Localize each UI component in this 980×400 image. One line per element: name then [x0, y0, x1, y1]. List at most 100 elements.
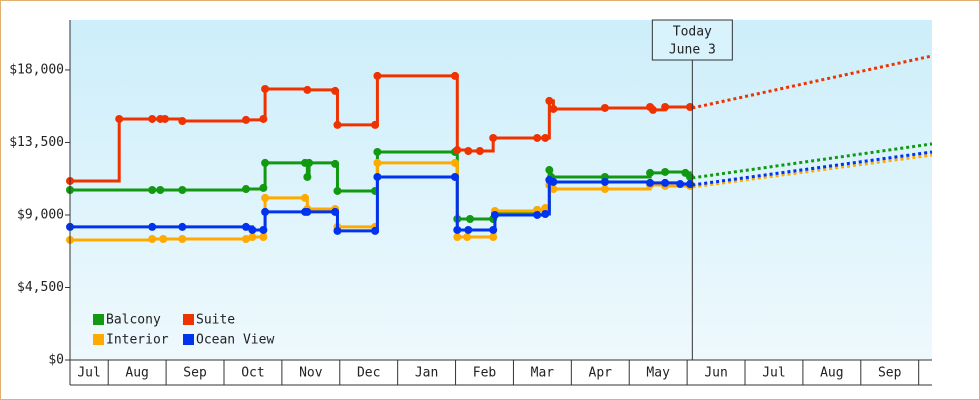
data-point — [373, 147, 382, 156]
data-point — [541, 204, 550, 213]
data-point — [490, 210, 499, 219]
data-point — [453, 225, 462, 234]
x-tick-label: Dec — [357, 366, 380, 381]
data-point — [661, 103, 670, 112]
data-point — [331, 207, 340, 216]
data-point — [450, 158, 459, 167]
x-tick-label: Jan — [415, 366, 438, 381]
data-point — [545, 96, 554, 105]
today-label: Today — [673, 25, 712, 40]
data-point — [301, 193, 310, 202]
data-point — [333, 120, 342, 129]
data-point — [259, 114, 268, 123]
data-point — [646, 178, 655, 187]
data-point — [648, 105, 657, 114]
data-point — [646, 168, 655, 177]
data-point — [178, 117, 187, 126]
data-point — [453, 233, 462, 242]
legend-label: Balcony — [106, 313, 161, 328]
data-point — [333, 186, 342, 195]
legend-swatch — [183, 334, 194, 345]
data-point — [466, 215, 475, 224]
data-point — [178, 234, 187, 243]
x-tick-label: Feb — [473, 366, 497, 381]
data-point — [475, 147, 484, 156]
data-point — [261, 207, 270, 216]
x-tick-label: Sep — [183, 366, 207, 381]
legend-label: Ocean View — [196, 333, 274, 348]
data-point — [549, 177, 558, 186]
data-point — [303, 207, 312, 216]
data-point — [115, 114, 124, 123]
data-point — [373, 172, 382, 181]
x-tick-label: Mar — [531, 366, 555, 381]
y-tick-label: $0 — [48, 353, 64, 368]
data-point — [241, 222, 250, 231]
data-point — [464, 225, 473, 234]
data-point — [489, 233, 498, 242]
data-point — [331, 159, 340, 168]
data-point — [248, 225, 257, 234]
data-point — [661, 178, 670, 187]
data-point — [676, 180, 685, 189]
projection-line — [692, 150, 933, 187]
x-tick-label: Sep — [878, 366, 902, 381]
data-point — [463, 233, 472, 242]
x-tick-label: Apr — [589, 366, 613, 381]
data-point — [305, 158, 314, 167]
legend-swatch — [93, 314, 104, 325]
data-point — [661, 167, 670, 176]
data-point — [159, 234, 168, 243]
projection-line — [692, 54, 933, 110]
x-tick-label: Nov — [299, 366, 323, 381]
data-point — [160, 114, 169, 123]
data-point — [241, 234, 250, 243]
data-point — [533, 210, 542, 219]
data-point — [600, 177, 609, 186]
data-point — [464, 147, 473, 156]
x-tick-label: Jul — [762, 366, 785, 381]
data-point — [261, 193, 270, 202]
data-point — [549, 104, 558, 113]
projection-line — [692, 142, 933, 180]
data-point — [533, 133, 542, 142]
data-point — [331, 86, 340, 95]
data-point — [450, 172, 459, 181]
data-point — [303, 85, 312, 94]
data-point — [373, 71, 382, 80]
data-point — [241, 115, 250, 124]
data-point — [489, 133, 498, 142]
y-tick-label: $13,500 — [9, 135, 64, 150]
data-point — [541, 133, 550, 142]
today-label: June 3 — [669, 43, 716, 58]
legend-swatch — [183, 314, 194, 325]
x-tick-label: Oct — [241, 366, 264, 381]
data-point — [303, 172, 312, 181]
y-tick-label: $4,500 — [17, 280, 64, 295]
data-point — [248, 233, 257, 242]
legend-label: Suite — [196, 313, 235, 328]
data-point — [261, 84, 270, 93]
data-point — [545, 166, 554, 175]
y-tick-label: $9,000 — [17, 207, 64, 222]
data-point — [261, 158, 270, 167]
y-tick-label: $18,000 — [9, 62, 64, 77]
data-point — [178, 222, 187, 231]
data-point — [259, 225, 268, 234]
x-tick-label: Aug — [125, 366, 148, 381]
data-point — [600, 185, 609, 194]
data-point — [148, 234, 157, 243]
data-point — [148, 186, 157, 194]
x-tick-label: Jul — [77, 366, 100, 381]
data-point — [259, 183, 268, 192]
today-box — [651, 19, 733, 61]
data-point — [371, 120, 380, 129]
x-tick-label: Aug — [820, 366, 843, 381]
legend-label: Interior — [106, 333, 169, 348]
data-point — [371, 226, 380, 235]
data-point — [373, 158, 382, 167]
data-point — [333, 226, 342, 235]
data-point — [156, 186, 165, 194]
projection-line — [692, 153, 933, 189]
